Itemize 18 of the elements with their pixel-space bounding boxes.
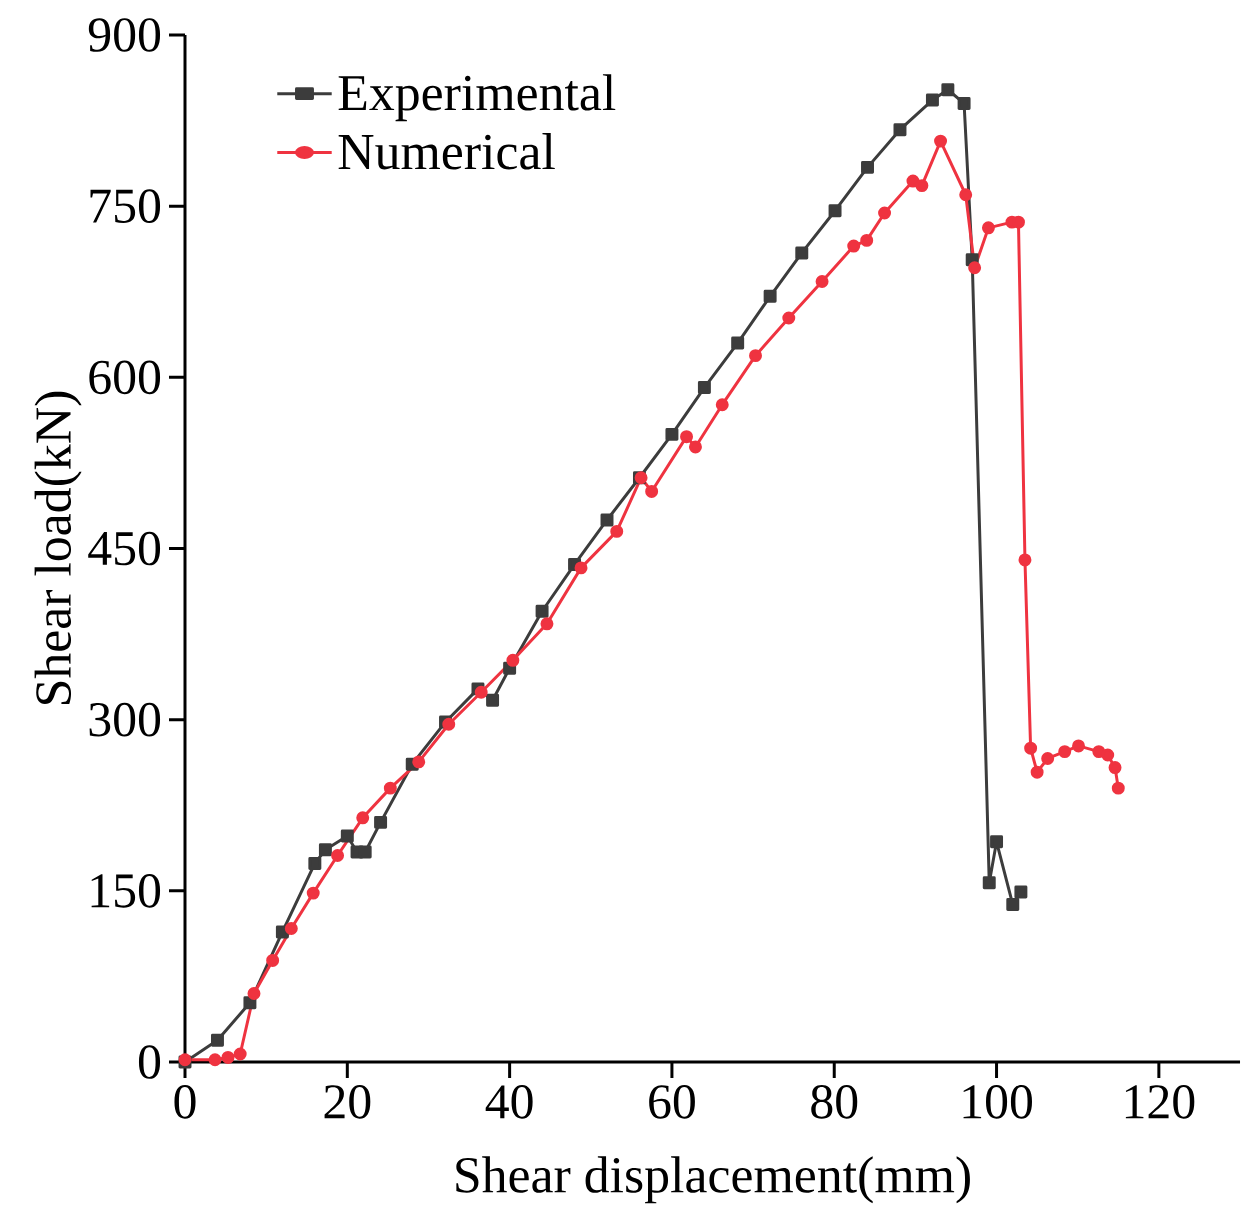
- y-tick-label: 0: [138, 1045, 161, 1079]
- y-tick-label: 600: [89, 360, 161, 395]
- legend-label: Numerical: [338, 133, 555, 170]
- legend-label: Experimental: [338, 74, 616, 122]
- x-tick-label: 40: [485, 1085, 533, 1119]
- y-tick-label: 150: [91, 874, 161, 908]
- y-tick-label: 450: [88, 531, 161, 566]
- x-axis-title: Shear displacement(mm): [456, 1156, 970, 1204]
- x-tick-label: 120: [1125, 1085, 1195, 1119]
- y-axis-title: Shear load(kN): [34, 391, 82, 704]
- x-tick-label: 60: [649, 1085, 695, 1119]
- x-tick-label: 0: [174, 1085, 196, 1119]
- y-tick-label: 900: [88, 18, 161, 52]
- x-tick-label: 20: [324, 1085, 371, 1119]
- y-tick-label: 750: [90, 189, 161, 223]
- x-tick-label: 80: [811, 1085, 858, 1119]
- y-tick-label: 300: [89, 702, 161, 737]
- x-tick-label: 100: [963, 1085, 1032, 1119]
